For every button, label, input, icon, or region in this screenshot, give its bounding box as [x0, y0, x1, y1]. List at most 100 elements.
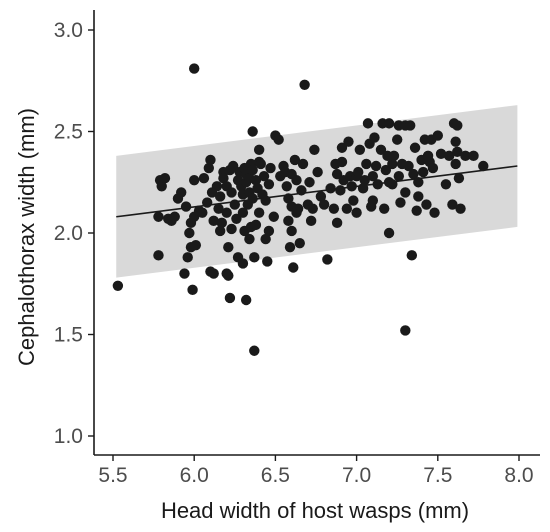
data-point: [184, 227, 195, 239]
data-point: [227, 160, 239, 172]
data-point: [189, 63, 200, 74]
data-point: [250, 175, 262, 186]
data-point: [387, 158, 398, 170]
data-point: [176, 187, 187, 198]
data-point: [292, 203, 304, 214]
data-point: [312, 166, 323, 178]
data-point: [328, 203, 340, 214]
data-point: [237, 207, 249, 218]
data-point: [392, 134, 403, 145]
data-point: [383, 118, 395, 129]
x-tick-label: 7.5: [423, 464, 452, 487]
data-point: [379, 203, 390, 214]
data-point: [309, 144, 320, 155]
data-point: [404, 120, 416, 131]
data-point: [253, 207, 265, 218]
data-point: [299, 79, 310, 91]
data-point: [395, 197, 406, 208]
data-point: [213, 203, 224, 214]
data-point: [400, 187, 411, 198]
data-point: [296, 185, 307, 196]
y-tick-label: 1.0: [54, 425, 83, 448]
data-point: [353, 166, 364, 178]
data-point: [198, 172, 210, 184]
data-point: [190, 239, 202, 251]
data-point: [189, 175, 200, 186]
data-point: [182, 252, 193, 263]
data-point: [268, 211, 279, 222]
data-point: [370, 160, 382, 172]
data-point: [460, 150, 471, 162]
data-point: [214, 225, 226, 237]
data-point: [400, 325, 411, 336]
data-point: [169, 211, 180, 222]
x-tick-label: 6.0: [180, 464, 209, 487]
y-tick-label: 1.5: [54, 324, 83, 347]
data-point: [369, 132, 380, 143]
x-tick-label: 5.5: [98, 464, 127, 487]
data-point: [197, 207, 208, 218]
data-point: [453, 172, 465, 184]
data-point: [421, 199, 432, 210]
data-point: [341, 203, 353, 214]
data-point: [156, 181, 167, 192]
data-point: [408, 168, 419, 180]
data-point: [263, 225, 275, 237]
data-point: [440, 179, 452, 190]
data-point: [226, 187, 237, 198]
y-tick-label: 2.0: [54, 222, 83, 245]
data-point: [375, 144, 387, 155]
data-point: [447, 199, 458, 210]
data-point: [249, 252, 260, 263]
data-point: [224, 292, 236, 304]
data-point: [468, 150, 479, 162]
data-point: [289, 154, 301, 166]
data-point: [380, 164, 392, 176]
data-point: [383, 227, 395, 239]
data-point: [237, 258, 249, 269]
data-point: [315, 191, 327, 202]
data-point: [452, 120, 463, 131]
x-tick-label: 7.0: [342, 464, 371, 487]
data-point: [406, 250, 418, 261]
y-tick-label: 3.0: [54, 19, 83, 42]
data-point: [413, 191, 424, 202]
data-point: [153, 250, 164, 261]
data-point: [307, 203, 318, 214]
data-point: [253, 144, 265, 155]
data-point: [262, 256, 273, 267]
data-point: [450, 136, 461, 147]
data-point: [393, 170, 405, 182]
data-point: [387, 179, 398, 190]
data-point: [452, 146, 463, 157]
data-point: [211, 181, 223, 192]
data-point: [294, 237, 305, 249]
data-point: [367, 195, 379, 206]
data-point: [403, 160, 414, 172]
data-point: [411, 205, 422, 216]
data-point: [388, 150, 400, 162]
data-point: [284, 242, 296, 253]
data-point: [413, 177, 424, 188]
data-point: [258, 170, 270, 182]
data-point: [244, 233, 255, 245]
data-point: [343, 136, 354, 147]
data-point: [250, 219, 262, 231]
data-point: [283, 193, 294, 204]
data-point: [435, 148, 447, 160]
data-point: [361, 158, 372, 170]
data-point: [346, 181, 357, 192]
data-point: [348, 195, 359, 206]
y-tick-label: 2.5: [54, 121, 83, 144]
data-point: [231, 213, 242, 224]
data-point: [112, 280, 124, 291]
data-point: [351, 207, 362, 218]
data-point: [281, 181, 292, 192]
data-point: [247, 193, 258, 204]
data-point: [305, 215, 317, 227]
data-point: [409, 142, 421, 153]
data-point: [223, 270, 234, 281]
data-point: [359, 175, 370, 186]
data-point: [286, 225, 297, 237]
data-point: [318, 199, 330, 210]
